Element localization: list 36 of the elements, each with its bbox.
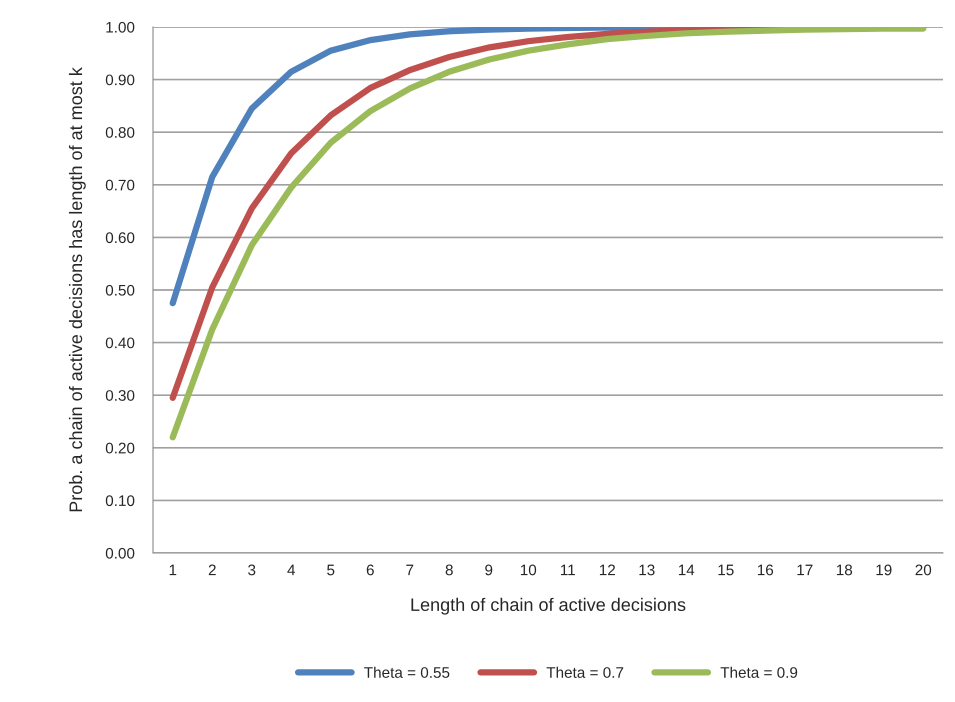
x-tick-label: 20 [916,564,932,576]
x-tick-label: 11 [560,564,575,576]
x-tick-label: 15 [718,564,734,576]
x-tick-label: 16 [758,564,774,576]
y-tick-label: 0.80 [106,127,134,138]
x-tick-label: 4 [287,564,296,576]
y-tick-label: 0.00 [106,548,134,559]
legend-label: Theta = 0.55 [364,666,450,678]
y-tick-label: 0.60 [106,232,134,244]
y-axis-title: Prob. a chain of active decisions has length of at most k [68,67,86,512]
x-tick-label: 18 [836,564,852,576]
y-tick-label: 0.70 [106,180,134,190]
y-tick-label: 0.90 [106,74,134,86]
y-tick-label: 0.50 [106,284,134,296]
x-tick-label: 3 [248,564,256,576]
y-tick-label: 1.00 [106,22,134,33]
legend-label: Theta = 0.7 [546,666,624,678]
x-tick-label: 19 [876,564,892,576]
x-axis-title: Length of chain of active decisions [411,598,686,615]
x-tick-label: 5 [327,564,334,576]
legend-label: Theta = 0.9 [720,666,798,678]
x-tick-label: 12 [600,564,615,576]
x-tick-label: 17 [797,564,812,576]
x-tick-label: 8 [446,564,453,576]
x-tick-label: 9 [485,564,492,576]
y-tick-label: 0.10 [106,495,134,506]
x-tick-label: 14 [678,564,694,576]
x-tick-label: 7 [406,564,414,576]
x-tick-label: 2 [208,564,216,576]
x-tick-label: 6 [366,564,374,576]
y-tick-label: 0.40 [106,337,134,348]
x-tick-label: 13 [639,564,655,576]
x-tick-label: 1 [170,564,176,576]
y-tick-label: 0.30 [106,390,134,401]
x-tick-label: 10 [520,564,536,576]
y-tick-label: 0.20 [106,442,134,454]
